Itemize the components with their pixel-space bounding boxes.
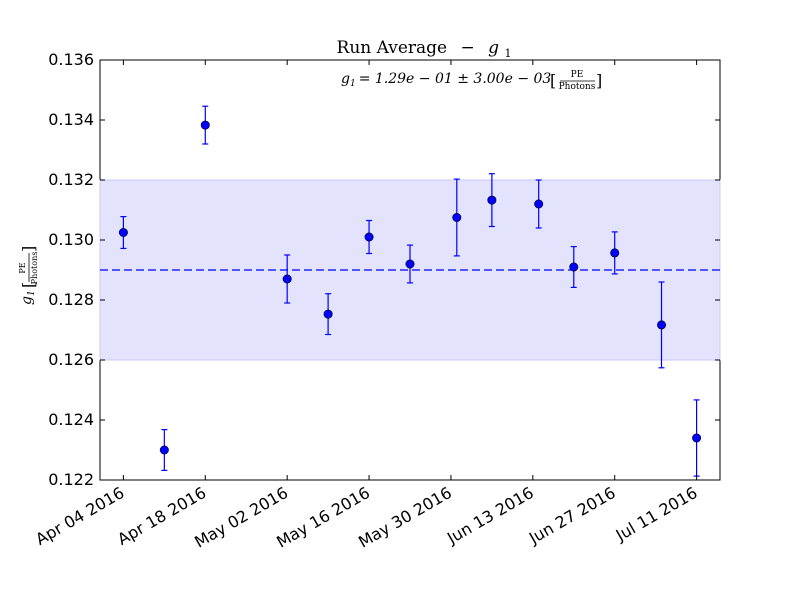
point-marker: [657, 320, 667, 330]
data-point-2: [159, 429, 169, 471]
y-tick-label: 0.134: [48, 110, 94, 129]
data-point-8: [452, 178, 462, 257]
svg-text:[: [: [550, 71, 556, 90]
title-symbol: g: [488, 38, 499, 58]
point-marker: [118, 228, 128, 238]
point-marker: [692, 433, 702, 443]
annotation-symbol: g: [341, 71, 350, 87]
annotation-unit-denominator: Photons: [559, 82, 596, 92]
svg-text:]: ]: [596, 71, 602, 90]
fit-annotation: g1 = 1.29e − 01 ± 3.00e − 03 [ PE Photons…: [341, 70, 602, 92]
x-tick-label: May 30 2016: [355, 483, 455, 552]
point-marker: [282, 274, 292, 284]
data-point-5: [323, 293, 333, 336]
data-point-6: [364, 219, 374, 255]
ylabel-unit-numerator: PE: [18, 262, 27, 273]
title-separator: −: [461, 38, 475, 58]
x-tick-label: Jul 11 2016: [612, 483, 701, 545]
point-marker: [323, 309, 333, 319]
annotation-text: = 1.29e − 01 ± 3.00e − 03: [359, 71, 552, 87]
data-point-9: [487, 173, 497, 228]
y-tick-label: 0.130: [48, 230, 94, 249]
y-tick-label: 0.122: [48, 470, 94, 489]
ylabel-subscript: 1: [27, 290, 37, 296]
x-tick-label: Jun 27 2016: [525, 483, 619, 548]
point-marker: [452, 213, 462, 223]
data-point-14: [692, 399, 702, 477]
point-marker: [569, 262, 579, 272]
data-point-10: [534, 179, 544, 229]
point-marker: [405, 259, 415, 269]
data-point-3: [200, 105, 210, 145]
point-marker: [159, 445, 169, 455]
point-marker: [487, 195, 497, 205]
y-axis: 0.122 0.124 0.126 0.128 0.130 0.132 0.134 0.136: [48, 50, 720, 489]
data-point-11: [569, 246, 579, 288]
svg-text:g1: g1: [19, 290, 37, 305]
ylabel-unit-denominator: Photons: [30, 252, 39, 285]
y-tick-label: 0.132: [48, 170, 94, 189]
data-point-1: [118, 216, 128, 249]
data-point-12: [610, 231, 620, 275]
x-tick-label: Apr 04 2016: [32, 483, 127, 549]
point-marker: [610, 248, 620, 258]
y-tick-label: 0.128: [48, 290, 94, 309]
svg-text:[: [: [19, 282, 38, 288]
annotation-subscript: 1: [350, 79, 356, 89]
y-axis-label: g1 [ PE Photons ]: [18, 246, 39, 305]
y-tick-label: 0.126: [48, 350, 94, 369]
data-point-13: [657, 281, 667, 369]
data-point-7: [405, 244, 415, 284]
x-tick-label: Jun 13 2016: [443, 483, 537, 548]
data-point-4: [282, 254, 292, 304]
chart-title: Run Average − g 1: [337, 38, 512, 60]
title-text: Run Average: [337, 38, 448, 58]
point-marker: [534, 199, 544, 209]
data-points-layer: [118, 105, 702, 477]
svg-text:g1= 1.29e − 01 ± 3.00e − 03: g1 = 1.29e − 01 ± 3.00e − 03: [341, 71, 551, 89]
point-marker: [200, 120, 210, 130]
y-tick-label: 0.136: [48, 50, 94, 69]
point-marker: [364, 232, 374, 242]
svg-text:]: ]: [19, 246, 38, 252]
title-subscript: 1: [504, 47, 511, 60]
ylabel-symbol: g: [19, 296, 35, 305]
y-tick-label: 0.124: [48, 410, 94, 429]
annotation-unit-numerator: PE: [571, 70, 584, 80]
